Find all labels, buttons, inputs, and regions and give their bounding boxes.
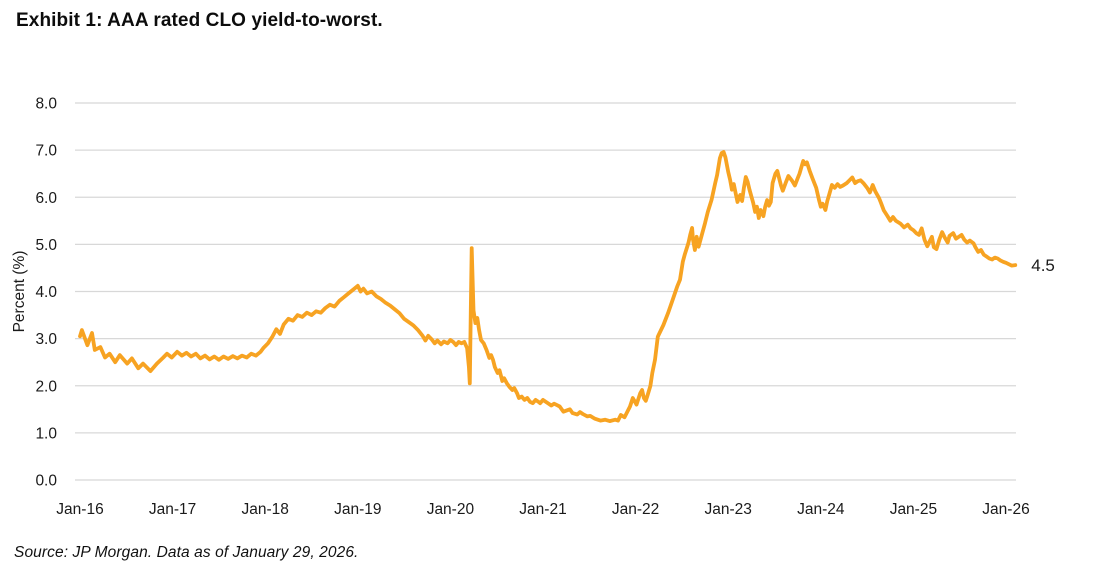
chart-title: Exhibit 1: AAA rated CLO yield-to-worst. xyxy=(16,10,383,31)
x-tick-label: Jan-18 xyxy=(241,501,288,518)
x-tick-label: Jan-21 xyxy=(519,501,566,518)
x-tick-label: Jan-17 xyxy=(149,501,196,518)
y-tick-label: 0.0 xyxy=(35,473,57,490)
x-tick-label: Jan-16 xyxy=(56,501,103,518)
y-tick-label: 6.0 xyxy=(35,190,57,207)
y-tick-label: 7.0 xyxy=(35,143,57,160)
y-tick-label: 8.0 xyxy=(35,96,57,113)
x-tick-label: Jan-22 xyxy=(612,501,659,518)
x-tick-label: Jan-20 xyxy=(427,501,475,518)
x-tick-label: Jan-26 xyxy=(982,501,1029,518)
y-tick-label: 2.0 xyxy=(35,378,57,395)
y-tick-label: 5.0 xyxy=(35,237,57,254)
x-tick-label: Jan-19 xyxy=(334,501,381,518)
y-tick-label: 4.0 xyxy=(35,284,57,301)
end-value-label: 4.5 xyxy=(1031,256,1055,275)
x-tick-label: Jan-24 xyxy=(797,501,845,518)
series-line xyxy=(78,150,1018,424)
x-tick-label: Jan-25 xyxy=(890,501,937,518)
x-tick-label: Jan-23 xyxy=(704,501,751,518)
y-axis-title: Percent (%) xyxy=(11,251,28,333)
y-tick-label: 3.0 xyxy=(35,331,57,348)
source-note: Source: JP Morgan. Data as of January 29… xyxy=(14,544,359,561)
y-tick-label: 1.0 xyxy=(35,425,57,442)
